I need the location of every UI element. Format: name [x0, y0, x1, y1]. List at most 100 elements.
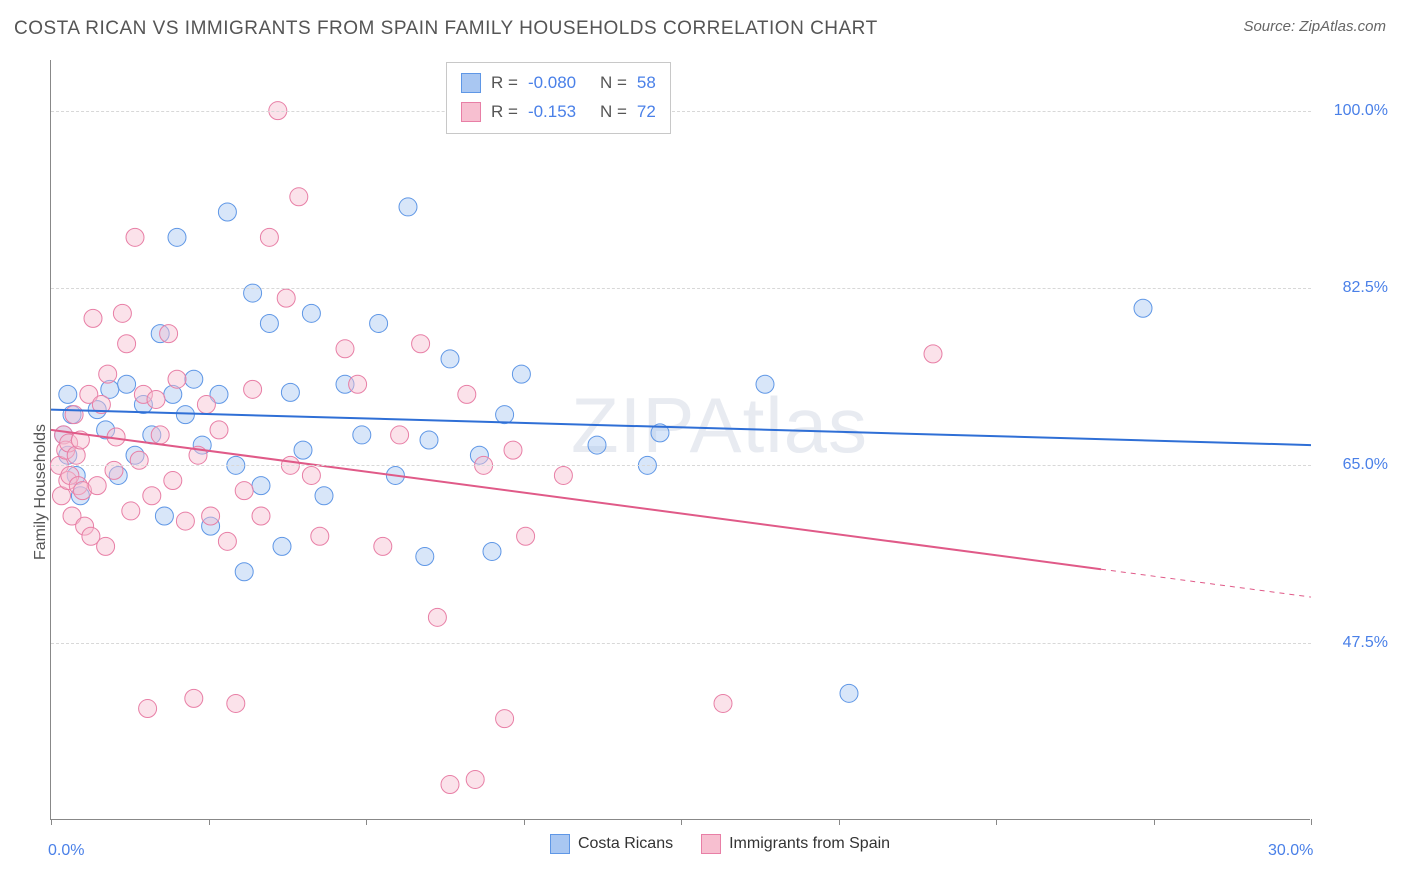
- correlation-row: R = -0.080 N = 58: [461, 69, 656, 98]
- x-tick: [209, 819, 210, 825]
- data-point: [260, 314, 278, 332]
- data-point: [164, 472, 182, 490]
- gridline: [51, 288, 1311, 289]
- data-point: [176, 512, 194, 530]
- data-point: [416, 548, 434, 566]
- data-point: [391, 426, 409, 444]
- data-point: [185, 370, 203, 388]
- data-point: [370, 314, 388, 332]
- x-tick: [681, 819, 682, 825]
- r-value: -0.153: [528, 98, 590, 127]
- data-point: [315, 487, 333, 505]
- data-point: [504, 441, 522, 459]
- gridline: [51, 465, 1311, 466]
- data-point: [458, 385, 476, 403]
- data-point: [160, 325, 178, 343]
- x-tick: [1311, 819, 1312, 825]
- series-legend: Costa Ricans Immigrants from Spain: [50, 834, 1390, 854]
- data-point: [218, 203, 236, 221]
- data-point: [412, 335, 430, 353]
- data-point: [483, 542, 501, 560]
- data-point: [840, 684, 858, 702]
- n-value: 72: [637, 98, 656, 127]
- data-point: [353, 426, 371, 444]
- r-value: -0.080: [528, 69, 590, 98]
- data-point: [244, 284, 262, 302]
- data-point: [441, 776, 459, 794]
- legend-item-costa-ricans: Costa Ricans: [550, 834, 673, 854]
- data-point: [714, 694, 732, 712]
- data-point: [235, 563, 253, 581]
- data-point: [281, 383, 299, 401]
- legend-swatch-icon: [550, 834, 570, 854]
- data-point: [252, 507, 270, 525]
- gridline: [51, 643, 1311, 644]
- data-point: [84, 309, 102, 327]
- data-point: [441, 350, 459, 368]
- data-point: [118, 375, 136, 393]
- data-point: [336, 340, 354, 358]
- data-point: [924, 345, 942, 363]
- data-point: [126, 228, 144, 246]
- data-point: [349, 375, 367, 393]
- data-point: [65, 406, 83, 424]
- plot-box: ZIPAtlas 47.5%65.0%82.5%100.0% R =-0.080…: [50, 60, 1310, 820]
- data-point: [260, 228, 278, 246]
- data-point: [1134, 299, 1152, 317]
- data-point: [302, 466, 320, 484]
- data-point: [59, 385, 77, 403]
- data-point: [218, 532, 236, 550]
- data-point: [97, 537, 115, 555]
- data-point: [512, 365, 530, 383]
- x-tick: [839, 819, 840, 825]
- data-point: [227, 694, 245, 712]
- data-point: [244, 380, 262, 398]
- data-point: [277, 289, 295, 307]
- correlation-legend: R = -0.080 N = 58 R = -0.153 N = 72: [446, 62, 671, 134]
- x-tick: [366, 819, 367, 825]
- data-point: [151, 426, 169, 444]
- data-point: [399, 198, 417, 216]
- n-label: N =: [600, 69, 627, 98]
- data-point: [185, 689, 203, 707]
- data-point: [202, 507, 220, 525]
- data-point: [155, 507, 173, 525]
- source-text: Source: ZipAtlas.com: [1243, 18, 1386, 35]
- scatter-plot: [51, 60, 1311, 820]
- data-point: [147, 390, 165, 408]
- data-point: [252, 477, 270, 495]
- data-point: [496, 710, 514, 728]
- n-label: N =: [600, 98, 627, 127]
- data-point: [105, 461, 123, 479]
- r-label: R =: [491, 69, 518, 98]
- data-point: [273, 537, 291, 555]
- r-label: R =: [491, 98, 518, 127]
- x-tick: [996, 819, 997, 825]
- n-value: 58: [637, 69, 656, 98]
- y-tick-label: 47.5%: [1343, 634, 1388, 652]
- x-tick: [1154, 819, 1155, 825]
- data-point: [139, 700, 157, 718]
- data-point: [118, 335, 136, 353]
- chart-area: Family Households ZIPAtlas 47.5%65.0%82.…: [50, 60, 1390, 820]
- data-point: [168, 370, 186, 388]
- data-point: [588, 436, 606, 454]
- regression-line: [51, 410, 1311, 445]
- regression-line-dashed: [1101, 569, 1311, 597]
- data-point: [290, 188, 308, 206]
- legend-item-spain: Immigrants from Spain: [701, 834, 890, 854]
- y-tick-label: 65.0%: [1343, 456, 1388, 474]
- data-point: [466, 770, 484, 788]
- legend-swatch-icon: [701, 834, 721, 854]
- x-tick: [524, 819, 525, 825]
- data-point: [197, 396, 215, 414]
- y-tick-label: 100.0%: [1334, 102, 1388, 120]
- y-axis-title: Family Households: [32, 424, 50, 560]
- data-point: [496, 406, 514, 424]
- data-point: [88, 477, 106, 495]
- chart-title: COSTA RICAN VS IMMIGRANTS FROM SPAIN FAM…: [14, 18, 878, 40]
- data-point: [517, 527, 535, 545]
- legend-swatch-icon: [461, 73, 481, 93]
- regression-line: [51, 430, 1101, 569]
- legend-swatch-icon: [461, 102, 481, 122]
